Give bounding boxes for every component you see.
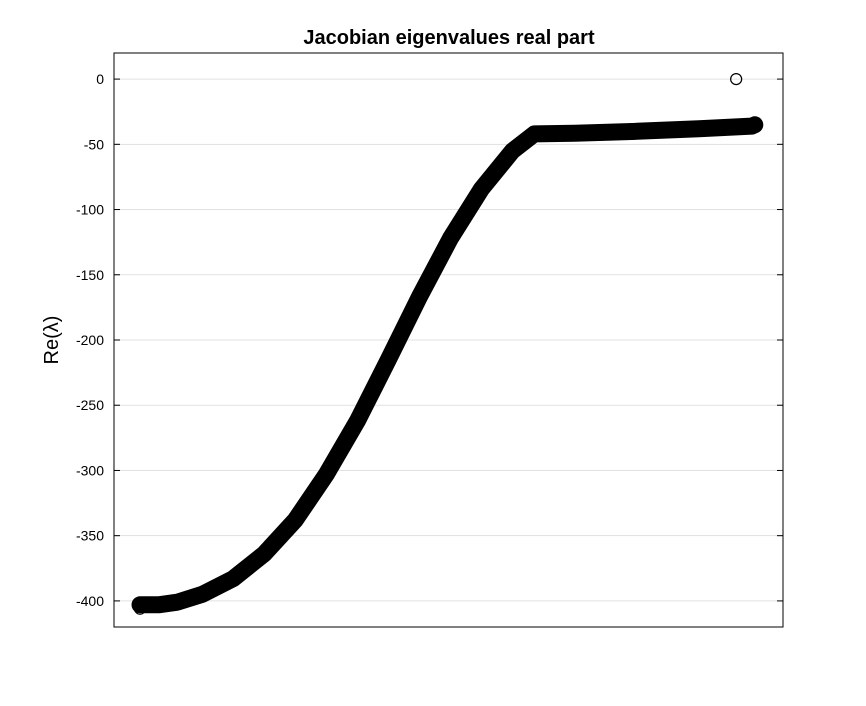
y-axis-ticks: 0 -50 -100 -150 -200 -250 -300 -350 -400 [76,71,783,609]
data-point-marker [258,547,271,561]
data-point-marker [630,125,643,138]
data-point-marker [730,72,743,86]
data-point-marker [171,596,184,609]
y-tick-label: -250 [76,397,104,413]
data-point-marker [444,232,457,245]
y-tick-label: -350 [76,528,104,544]
grid-lines [114,78,783,602]
data-point-marker [506,144,519,157]
y-tick-label: -50 [84,136,104,152]
data-point-marker [568,127,581,140]
plot-area-frame [113,52,784,628]
data-point-marker [351,414,364,427]
data-series [131,72,764,615]
y-tick-label: -300 [76,462,104,478]
y-tick-label: 0 [96,71,104,87]
data-point-marker [692,122,706,135]
data-point-marker [320,468,333,481]
y-axis-label: Re(λ) [41,316,63,365]
chart-title: Jacobian eigenvalues real part [303,27,595,49]
data-point-marker [475,182,488,195]
y-tick-label: -400 [76,593,104,609]
data-point-marker [413,290,426,304]
data-point-marker [133,598,147,611]
data-point-marker [196,588,209,601]
y-tick-label: -100 [76,202,104,218]
data-point-marker [133,602,147,615]
data-point-marker [382,353,395,366]
data-point-marker [289,513,302,527]
y-tick-label: -150 [76,267,104,283]
data-point-marker [227,572,240,585]
data-point-marker [748,118,761,131]
data-point-marker [152,598,165,611]
y-tick-label: -200 [76,332,104,348]
eigenvalue-band [131,116,764,614]
data-point-marker [528,127,541,140]
